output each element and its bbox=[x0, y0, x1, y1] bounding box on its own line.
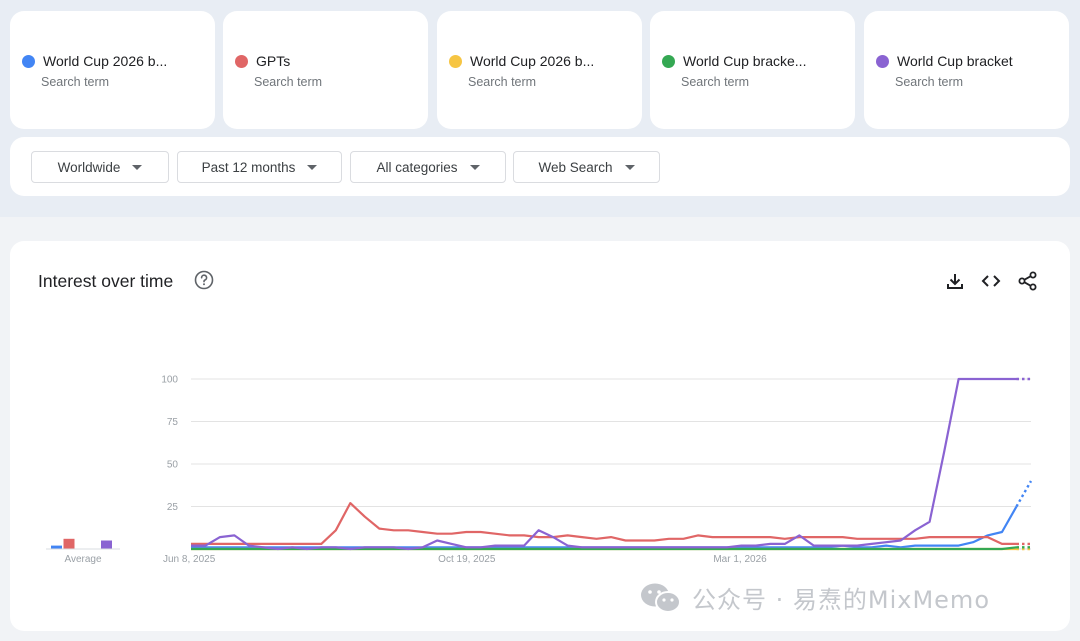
term-name: World Cup bracke... bbox=[683, 53, 807, 69]
term-name: GPTs bbox=[256, 53, 291, 69]
chevron-down-icon bbox=[469, 164, 480, 170]
y-tick-label: 50 bbox=[167, 460, 179, 471]
series-line bbox=[191, 546, 1017, 551]
interest-over-time-panel: Interest over time 100 75 50 25 Jun 8, 2025 O… bbox=[10, 241, 1070, 631]
share-icon[interactable] bbox=[1017, 270, 1039, 292]
series-color-dot bbox=[22, 54, 35, 68]
term-name: World Cup 2026 b... bbox=[470, 53, 595, 69]
search-type-label: Web Search bbox=[538, 159, 613, 175]
help-circle-icon[interactable] bbox=[194, 270, 214, 290]
term-type: Search term bbox=[895, 75, 964, 89]
region-label: Worldwide bbox=[57, 159, 121, 175]
wechat-icon bbox=[641, 583, 681, 613]
term-card-2[interactable]: GPTs Search term bbox=[223, 11, 428, 129]
embed-code-icon[interactable] bbox=[980, 270, 1002, 292]
category-dropdown[interactable]: All categories bbox=[350, 151, 506, 183]
series-color-dot bbox=[235, 54, 248, 68]
y-tick-label: 25 bbox=[167, 502, 179, 513]
time-range-label: Past 12 months bbox=[201, 159, 296, 175]
search-type-dropdown[interactable]: Web Search bbox=[513, 151, 660, 183]
interest-chart: 100 75 50 25 Jun 8, 2025 Oct 19, 2025 Mar 1, 2… bbox=[46, 375, 1033, 565]
watermark: 公众号 · 易焘的MixMemo bbox=[640, 580, 990, 615]
chevron-down-icon bbox=[132, 164, 143, 170]
term-card-4[interactable]: World Cup bracke... Search term bbox=[650, 11, 855, 129]
y-tick-label: 100 bbox=[161, 375, 178, 386]
time-range-dropdown[interactable]: Past 12 months bbox=[177, 151, 342, 183]
download-icon[interactable] bbox=[944, 270, 966, 292]
term-name: World Cup bracket bbox=[897, 53, 1013, 69]
x-tick-label: Jun 8, 2025 bbox=[163, 554, 216, 565]
series-line bbox=[191, 377, 1017, 551]
filters-bar: Worldwide Past 12 months All categories … bbox=[10, 137, 1070, 196]
average-bar bbox=[51, 545, 62, 549]
term-card-3[interactable]: World Cup 2026 b... Search term bbox=[437, 11, 642, 129]
average-label: Average bbox=[64, 554, 102, 565]
x-tick-label: Oct 19, 2025 bbox=[438, 554, 496, 565]
chevron-down-icon bbox=[307, 164, 318, 170]
average-bar bbox=[101, 540, 112, 549]
series-color-dot bbox=[662, 54, 675, 68]
series-line-partial bbox=[1015, 480, 1033, 508]
search-terms-bar: World Cup 2026 b... Search term GPTs Sea… bbox=[10, 11, 1070, 129]
term-card-5[interactable]: World Cup bracket Search term bbox=[864, 11, 1069, 129]
term-type: Search term bbox=[254, 75, 323, 89]
chevron-down-icon bbox=[624, 164, 635, 170]
watermark-text: 公众号 · 易焘的MixMemo bbox=[692, 586, 990, 614]
panel-title: Interest over time bbox=[38, 271, 174, 291]
term-type: Search term bbox=[41, 75, 110, 89]
category-label: All categories bbox=[376, 159, 458, 175]
term-type: Search term bbox=[468, 75, 537, 89]
average-bar bbox=[63, 538, 75, 549]
series-color-dot bbox=[876, 54, 889, 68]
term-card-1[interactable]: World Cup 2026 b... Search term bbox=[10, 11, 215, 129]
y-tick-label: 75 bbox=[167, 417, 179, 428]
series-color-dot bbox=[449, 54, 462, 68]
term-type: Search term bbox=[681, 75, 750, 89]
region-dropdown[interactable]: Worldwide bbox=[31, 151, 169, 183]
x-tick-label: Mar 1, 2026 bbox=[713, 554, 767, 565]
series-line bbox=[191, 502, 1017, 545]
term-name: World Cup 2026 b... bbox=[43, 53, 168, 69]
